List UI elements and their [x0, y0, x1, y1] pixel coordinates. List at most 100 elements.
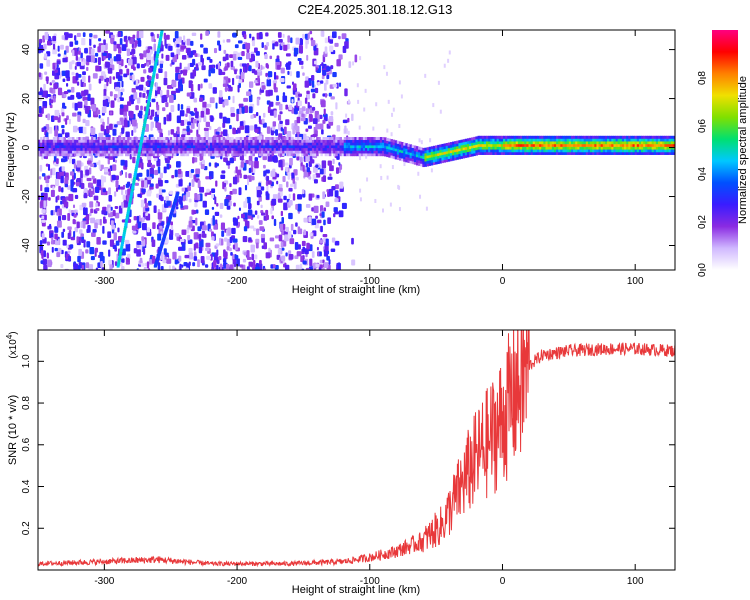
heatmap-cell: [261, 42, 264, 49]
heatmap-cell: [49, 87, 53, 93]
heatmap-cell: [152, 222, 156, 229]
heatmap-cell: [309, 30, 313, 35]
heatmap-cell: [145, 267, 148, 270]
heatmap-cell: [95, 153, 98, 157]
heatmap-cell: [281, 255, 286, 262]
heatmap-cell: [281, 247, 285, 251]
heatmap-cell: [209, 58, 213, 63]
heatmap-cell: [280, 127, 283, 132]
heatmap-cell: [177, 103, 180, 111]
heatmap-cell: [303, 217, 308, 223]
heatmap-cell: [41, 215, 45, 220]
heatmap-cell: [70, 171, 74, 176]
heatmap-cell: [105, 142, 109, 146]
heatmap-cell: [127, 147, 130, 151]
heatmap-cell: [112, 137, 115, 141]
heatmap-cell: [347, 117, 350, 123]
heatmap-cell: [217, 40, 221, 46]
heatmap-cell: [315, 67, 318, 71]
heatmap-cell: [41, 209, 46, 214]
heatmap-cell: [78, 137, 81, 141]
heatmap-cell: [199, 147, 202, 151]
heatmap-cell: [172, 265, 175, 270]
heatmap-cell: [63, 147, 66, 151]
colorbar-tick-label: 0.0: [697, 263, 708, 277]
heatmap-cell: [54, 150, 58, 154]
heatmap-cell: [59, 142, 62, 146]
heatmap-cell: [171, 139, 175, 143]
heatmap-cell: [158, 68, 163, 74]
heatmap-cell: [67, 145, 71, 149]
heatmap-cell: [43, 264, 48, 270]
heatmap-cell: [50, 142, 54, 146]
heatmap-cell: [180, 197, 183, 205]
heatmap-cell: [168, 95, 174, 103]
heatmap-cell: [53, 116, 59, 121]
heatmap-cell: [61, 145, 64, 149]
heatmap-cell: [398, 123, 401, 128]
heatmap-cell: [71, 139, 75, 143]
heatmap-cell: [206, 188, 210, 193]
heatmap-cell: [105, 153, 109, 157]
heatmap-cell: [135, 79, 138, 87]
heatmap-cell: [114, 261, 118, 267]
heatmap-cell: [88, 139, 92, 143]
colorbar-bar: [712, 30, 738, 270]
heatmap-cell: [194, 53, 198, 58]
heatmap-cell: [144, 150, 147, 154]
heatmap-cell: [193, 142, 196, 146]
heatmap-cell: [74, 102, 78, 111]
heatmap-cell: [106, 78, 109, 87]
heatmap-cell: [163, 32, 166, 40]
heatmap-cell: [145, 212, 149, 217]
heatmap-cell: [136, 249, 141, 257]
heatmap-cell: [193, 210, 197, 215]
heatmap-cell: [233, 202, 236, 207]
heatmap-cell: [244, 105, 249, 114]
heatmap-cell: [169, 139, 173, 143]
heatmap-cell: [86, 145, 90, 149]
heatmap-cell: [118, 145, 122, 149]
heatmap-cell: [319, 213, 322, 217]
heatmap-cell: [125, 243, 131, 252]
heatmap-cell: [283, 126, 287, 135]
heatmap-cell: [44, 187, 50, 193]
heatmap-cell: [114, 150, 117, 154]
heatmap-cell: [180, 45, 185, 50]
heatmap-cell: [169, 164, 172, 169]
heatmap-cell: [322, 30, 325, 37]
heatmap-cell: [117, 98, 121, 103]
heatmap-cell: [205, 176, 210, 180]
heatmap-cell: [167, 145, 171, 149]
heatmap-cell: [98, 38, 102, 42]
heatmap-cell: [95, 202, 98, 208]
heatmap-cell: [382, 208, 385, 213]
heatmap-cell: [40, 260, 44, 265]
heatmap-cell: [212, 87, 217, 94]
heatmap-cell: [293, 47, 299, 55]
heatmap-cell: [242, 65, 246, 74]
heatmap-cell: [186, 142, 190, 146]
heatmap-cell: [97, 46, 101, 53]
heatmap-cell: [288, 212, 293, 220]
heatmap-cell: [231, 137, 234, 141]
heatmap-cell: [180, 150, 183, 154]
heatmap-cell: [76, 142, 79, 146]
heatmap-cell: [306, 90, 310, 95]
heatmap-cell: [222, 83, 228, 88]
heatmap-cell: [313, 179, 318, 184]
heatmap-cell: [54, 233, 58, 240]
heatmap-cell: [193, 153, 196, 157]
heatmap-cell: [132, 230, 137, 234]
heatmap-cell: [188, 147, 192, 151]
heatmap-cell: [66, 82, 69, 87]
heatmap-cell: [326, 66, 331, 72]
heatmap-cell: [127, 101, 132, 106]
heatmap-cell: [246, 256, 252, 261]
heatmap-cell: [237, 84, 240, 93]
heatmap-cell: [95, 147, 98, 151]
heatmap-cell: [156, 147, 160, 151]
heatmap-cell: [146, 75, 150, 79]
heatmap-cell: [41, 253, 44, 259]
heatmap-cell: [77, 73, 82, 78]
